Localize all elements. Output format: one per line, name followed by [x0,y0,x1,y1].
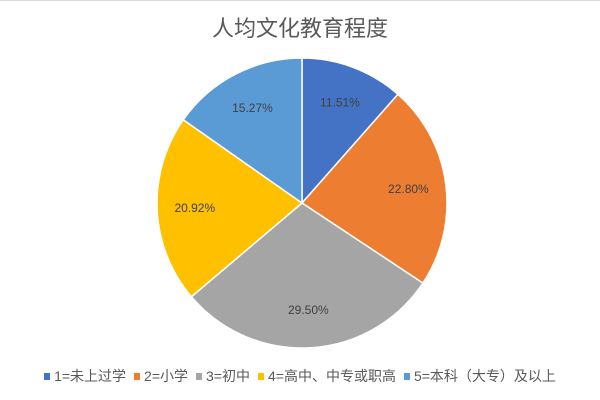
legend-item-3: 3=初中 [196,366,250,386]
legend-swatch [403,372,410,380]
pie-slice-5 [182,57,303,205]
data-label-3: 29.50% [288,303,329,317]
legend-label: 2=小学 [144,368,189,384]
legend: 1=未上过学 2=小学 3=初中 4=高中、中专或职高 5=本科（大专）及以上 [0,366,600,386]
legend-swatch [196,372,203,380]
pie-slice-2 [300,93,448,285]
legend-item-1: 1=未上过学 [44,366,126,386]
chart-title: 人均文化教育程度 [211,16,388,41]
legend-label: 1=未上过学 [54,368,127,384]
data-label-1: 11.51% [320,96,360,110]
legend-swatch [44,372,51,380]
legend-label: 4=高中、中专或职高 [267,368,396,384]
data-label-2: 22.80% [388,182,429,196]
data-label-5: 15.27% [232,101,273,115]
pie-slice-4 [156,118,304,298]
pie-slice-1 [301,57,400,205]
legend-item-2: 2=小学 [134,366,188,386]
pie-slice-3 [190,202,424,349]
data-label-4: 20.92% [174,201,215,215]
legend-swatch [257,372,264,380]
legend-label: 5=本科（大专）及以上 [413,368,556,384]
legend-item-5: 5=本科（大专）及以上 [403,366,556,386]
legend-label: 3=初中 [206,368,250,384]
legend-swatch [134,372,141,380]
legend-item-4: 4=高中、中专或职高 [257,366,396,386]
